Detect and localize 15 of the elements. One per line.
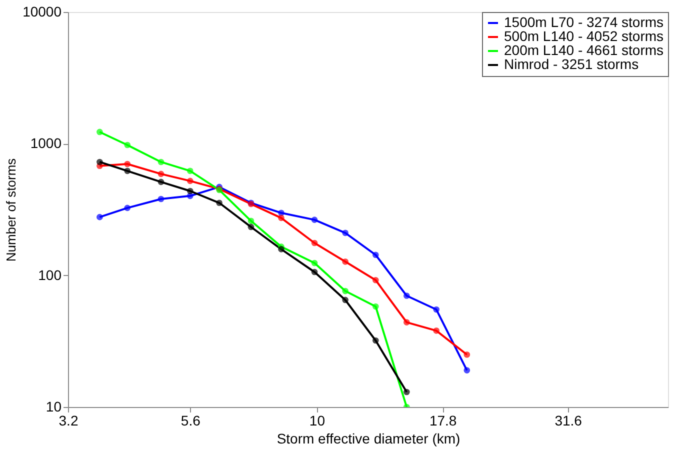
y-tick-label: 10 <box>46 398 62 414</box>
x-axis-title: Storm effective diameter (km) <box>276 430 460 446</box>
y-axis-title: Number of storms <box>4 158 19 262</box>
legend-label: 500m L140 - 4052 storms <box>504 28 664 44</box>
x-tick-label: 31.6 <box>554 412 582 428</box>
legend-label: 200m L140 - 4661 storms <box>504 42 664 58</box>
x-tick-label: 17.8 <box>429 412 457 428</box>
y-tick-label: 100 <box>38 266 62 283</box>
legend-label: 1500m L70 - 3274 storms <box>504 14 664 30</box>
y-tick-label: 10000 <box>22 4 62 20</box>
legend-label: Nimrod - 3251 storms <box>504 56 639 72</box>
x-tick-label: 5.6 <box>180 412 201 428</box>
x-tick-label: 10 <box>309 412 326 428</box>
x-tick-label: 3.2 <box>58 412 78 428</box>
y-tick-label: 1000 <box>30 135 62 152</box>
